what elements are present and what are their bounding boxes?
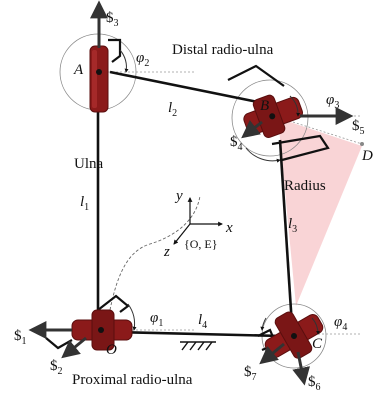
screw-7-arrow xyxy=(259,342,285,365)
screw-6-label: $6 xyxy=(308,374,321,393)
joint-o xyxy=(71,309,133,351)
link-l4-label: l4 xyxy=(198,312,207,331)
phi2-arc xyxy=(119,49,129,73)
point-c-label: C xyxy=(312,336,323,352)
joint-b-rotation-arc xyxy=(245,147,281,163)
point-o-label: O xyxy=(106,342,117,358)
joint-a-bracket xyxy=(108,38,122,63)
point-d-label: D xyxy=(361,148,373,164)
phi4-label: φ4 xyxy=(334,314,347,333)
proximal-link-l4 xyxy=(111,330,283,338)
reference-frame xyxy=(173,197,223,245)
b-to-d-dashed xyxy=(273,115,363,145)
axis-x-label: x xyxy=(225,220,233,236)
ulna-label: Ulna xyxy=(74,156,104,172)
point-b-label: B xyxy=(260,98,269,114)
radius-label: Radius xyxy=(284,178,326,194)
frame-name-label: {O, E} xyxy=(184,237,218,251)
screw-5-label: $5 xyxy=(352,118,365,137)
screw-2-arrow xyxy=(61,336,87,359)
phi3-label: φ3 xyxy=(326,92,339,111)
phi3-arc xyxy=(289,95,301,117)
phi2-label: φ2 xyxy=(136,50,149,69)
joint-b-circle xyxy=(231,79,309,157)
ground-symbol xyxy=(180,341,216,351)
radius-link-l3 xyxy=(278,139,294,327)
joint-c-rotation-arc xyxy=(260,317,267,331)
phi4-arc xyxy=(311,317,321,335)
distal-link-l2 xyxy=(109,70,259,104)
screw-4-arrow xyxy=(241,120,263,139)
joint-o-bracket-2 xyxy=(45,337,73,350)
proximal-label: Proximal radio-ulna xyxy=(72,372,193,388)
axis-y-label: y xyxy=(174,188,183,204)
joint-b-bracket-2 xyxy=(271,134,330,162)
trajectory-dashed-curve xyxy=(109,195,201,311)
screw-3-label: $3 xyxy=(106,10,119,29)
radius-shaded-region xyxy=(278,118,362,306)
joint-b-bracket xyxy=(227,64,285,87)
axis-z-label: z xyxy=(163,244,170,260)
phi1-label: φ1 xyxy=(150,310,163,329)
joint-o-bracket xyxy=(97,294,130,313)
joint-a xyxy=(89,45,109,113)
distal-label: Distal radio-ulna xyxy=(172,42,274,58)
screw-7-label: $7 xyxy=(244,364,257,383)
link-l3-label: l3 xyxy=(288,216,297,235)
phi1-arc xyxy=(127,303,137,331)
screw-6-arrow xyxy=(292,351,311,386)
screw-1-label: $1 xyxy=(14,328,27,347)
point-a-label: A xyxy=(73,62,84,78)
link-l1-label: l1 xyxy=(80,194,89,213)
point-d-dot xyxy=(360,142,364,146)
link-l2-label: l2 xyxy=(168,100,177,119)
screw-4-label: $4 xyxy=(230,134,243,153)
screw-2-label: $2 xyxy=(50,358,63,377)
